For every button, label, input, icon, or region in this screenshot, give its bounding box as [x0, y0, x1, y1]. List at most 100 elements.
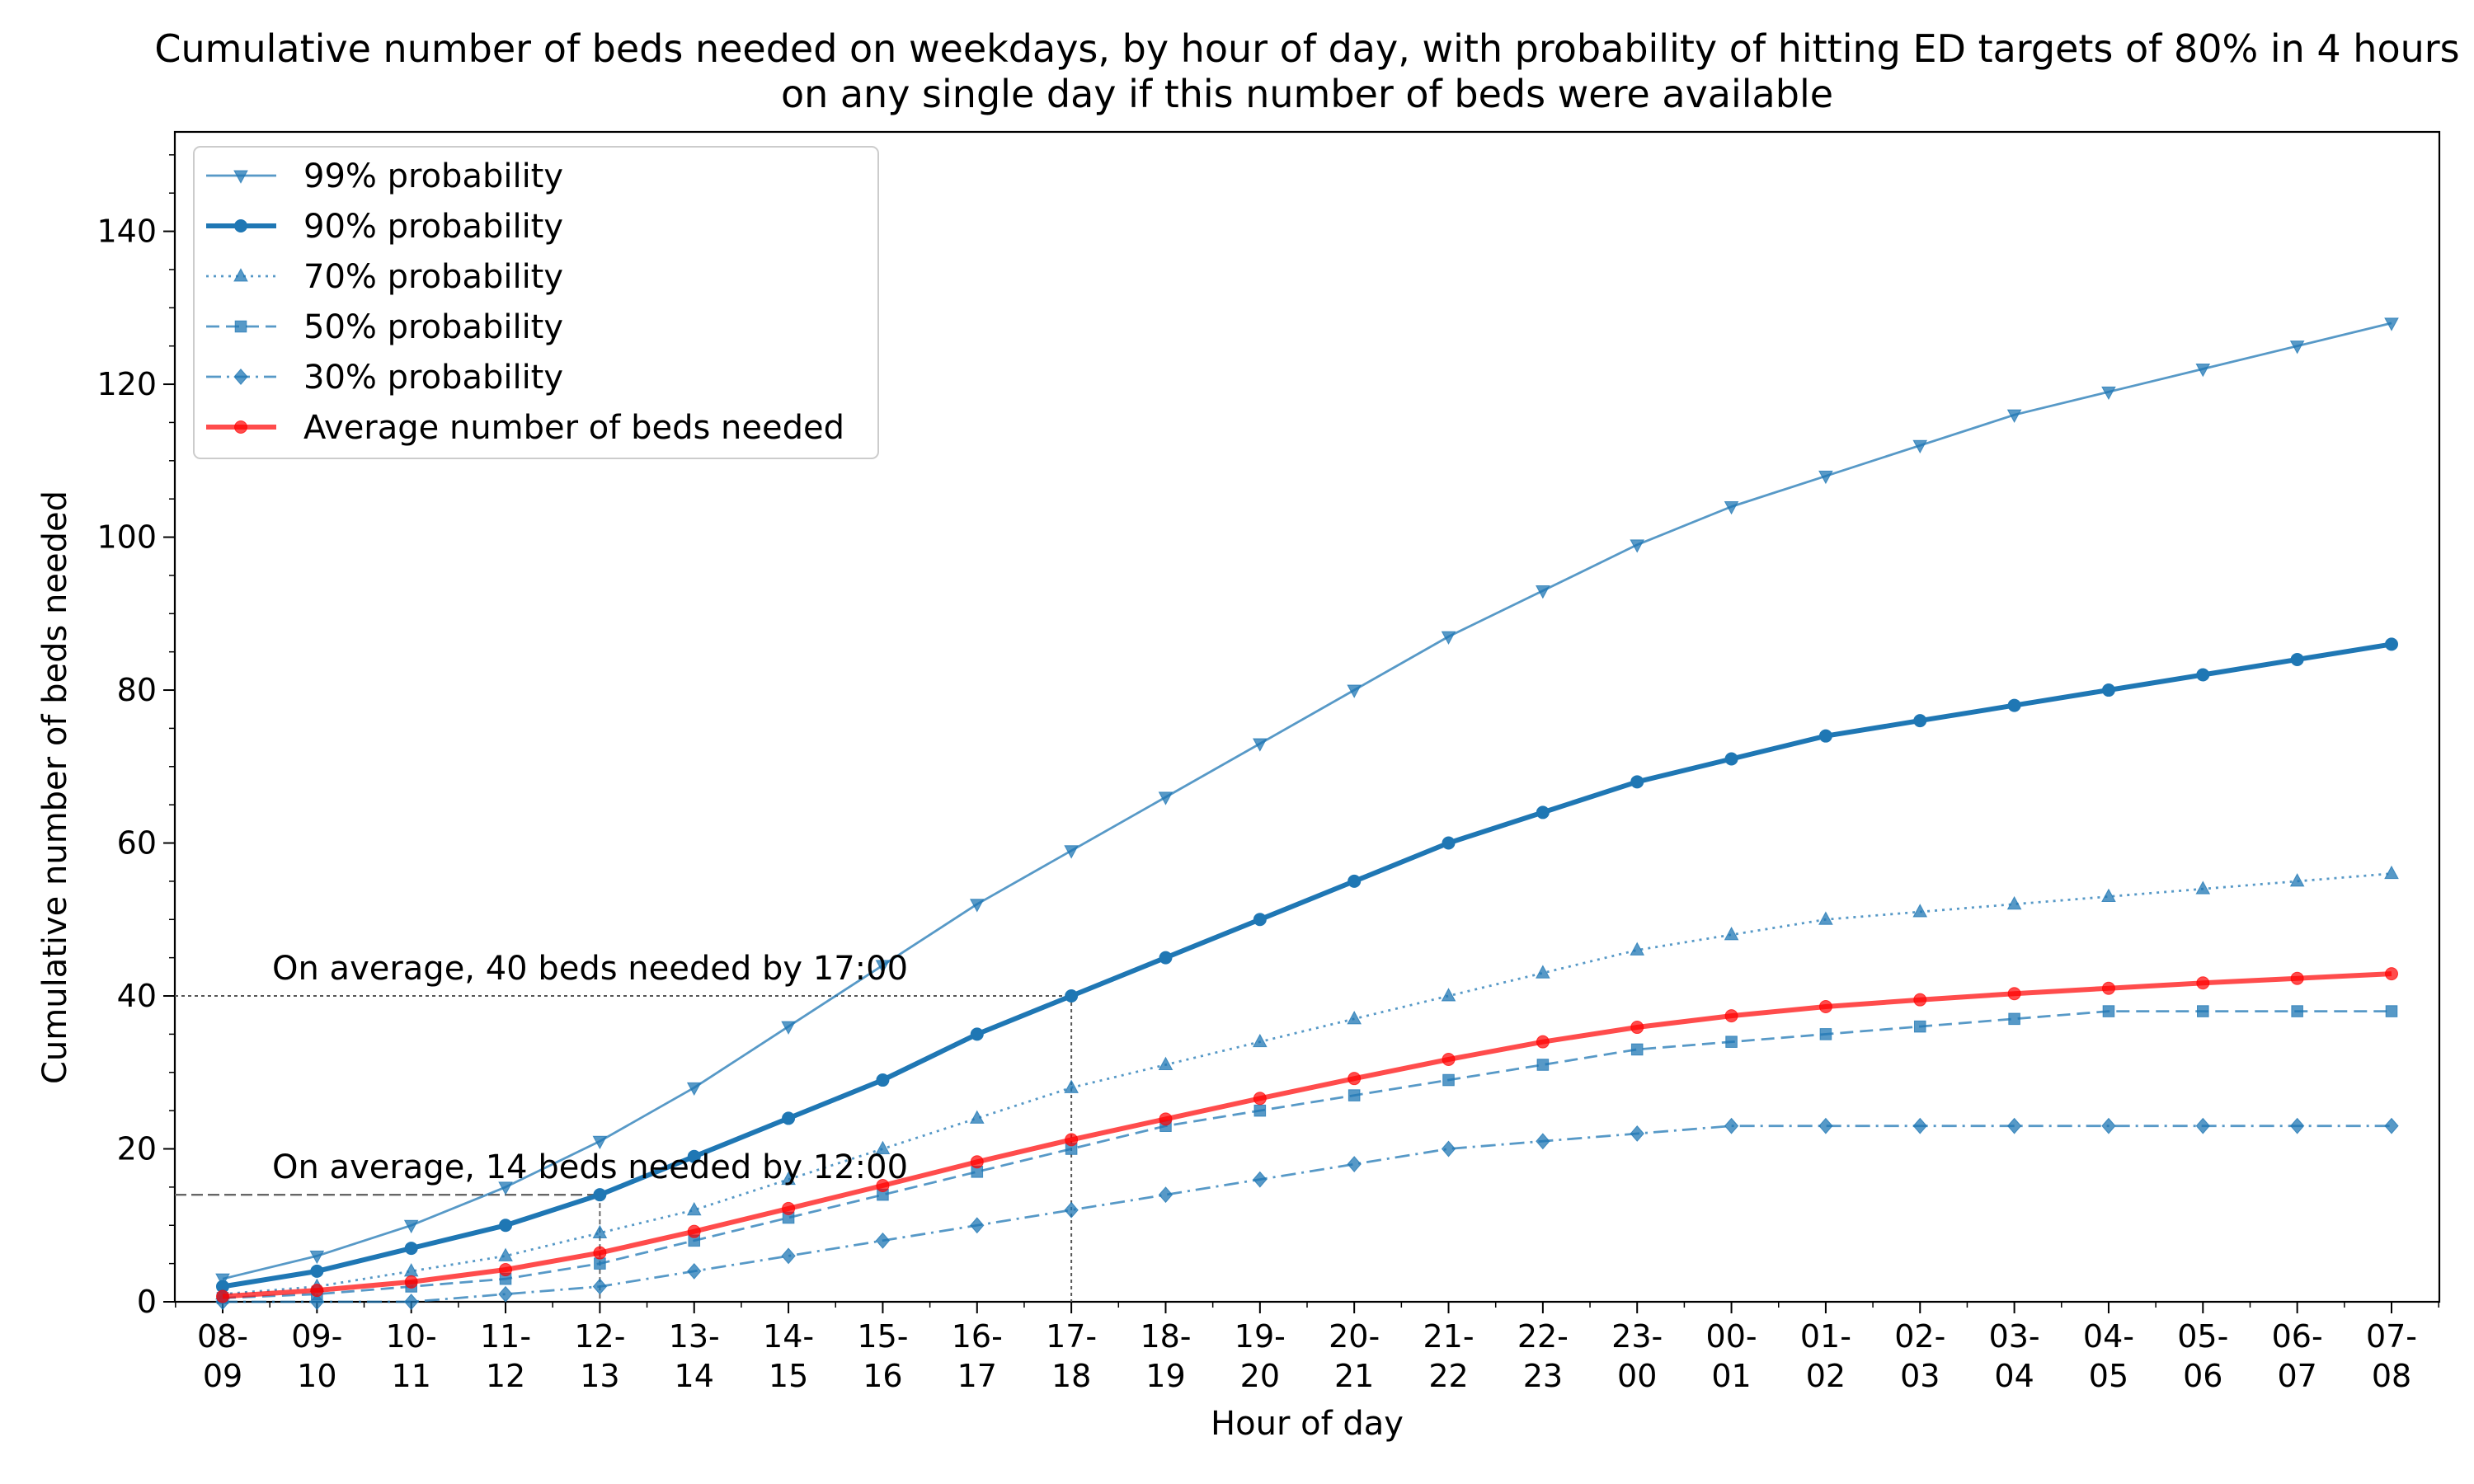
data-point	[1724, 500, 1739, 515]
data-point	[1912, 904, 1928, 918]
data-point	[1442, 836, 1456, 850]
data-point	[2385, 967, 2398, 981]
x-tick-label: 02-	[1894, 1318, 1945, 1355]
legend-item: 50% probability	[206, 308, 563, 346]
data-point	[1819, 1028, 1832, 1040]
data-point	[1630, 942, 1645, 956]
y-tick-label: 40	[117, 978, 157, 1014]
data-point	[498, 1181, 513, 1195]
x-tick-label: 08	[2372, 1358, 2411, 1394]
data-point	[1913, 993, 1927, 1007]
x-tick-label: 17-	[1046, 1318, 1097, 1355]
legend-item: 90% probability	[206, 208, 563, 246]
x-tick-label: 01-	[1800, 1318, 1851, 1355]
data-point	[2385, 1005, 2398, 1017]
data-point	[2195, 1117, 2210, 1134]
data-point	[2006, 409, 2022, 424]
data-point	[1347, 1156, 1362, 1173]
data-point	[2006, 895, 2022, 910]
data-point	[1630, 539, 1645, 553]
y-tick-label: 0	[137, 1284, 157, 1320]
data-point	[1347, 1010, 1362, 1025]
x-tick-label: 13-	[669, 1318, 720, 1355]
legend-marker	[233, 268, 248, 282]
data-point	[1252, 1033, 1268, 1048]
data-point	[2007, 698, 2021, 712]
data-point	[2289, 873, 2305, 887]
x-tick-label: 20	[1240, 1358, 1280, 1394]
data-point	[970, 1027, 984, 1041]
x-tick-label: 07-	[2366, 1318, 2417, 1355]
legend-label: 30% probability	[303, 359, 563, 397]
data-point	[1913, 714, 1927, 728]
x-tick-label: 10	[297, 1358, 336, 1394]
data-point	[1348, 1089, 1361, 1101]
x-tick-label: 14-	[763, 1318, 814, 1355]
data-point	[1725, 1036, 1738, 1048]
data-point	[1818, 729, 1832, 743]
data-point	[216, 1289, 229, 1303]
data-point	[403, 1219, 419, 1234]
data-point	[1065, 1133, 1079, 1147]
data-point	[2007, 987, 2021, 1001]
legend-marker	[234, 320, 247, 333]
chart-title: Cumulative number of beds needed on week…	[154, 26, 2459, 71]
x-tick-label: 18-	[1140, 1318, 1191, 1355]
data-point	[687, 1262, 702, 1280]
x-tick-label: 07	[2277, 1358, 2316, 1394]
data-point	[1630, 1125, 1644, 1142]
data-point	[2008, 1012, 2020, 1026]
legend-marker	[234, 420, 247, 434]
data-point	[2290, 971, 2304, 985]
x-tick-label: 09	[203, 1358, 242, 1394]
data-point	[781, 1247, 796, 1265]
data-point	[1442, 1073, 1455, 1087]
data-point	[1348, 1072, 1362, 1086]
data-point	[498, 1285, 513, 1303]
data-point	[2195, 364, 2211, 378]
data-point	[875, 960, 891, 974]
data-point	[594, 1257, 606, 1270]
x-tick-label: 03	[1900, 1358, 1940, 1394]
data-point	[2384, 317, 2399, 331]
data-point	[2101, 386, 2116, 401]
legend-item: 30% probability	[206, 359, 563, 397]
data-point	[1348, 874, 1362, 888]
series-99pct-probability	[215, 317, 2399, 1288]
series-90pct-probability	[216, 637, 2398, 1294]
y-tick-label: 140	[96, 214, 157, 250]
data-point	[1536, 1133, 1550, 1150]
data-point	[2196, 976, 2210, 990]
data-point	[876, 1179, 890, 1193]
data-point	[404, 1275, 418, 1289]
x-tick-label: 21	[1334, 1358, 1374, 1394]
data-point	[1536, 965, 1550, 979]
x-tick-label: 23	[1523, 1358, 1563, 1394]
data-point	[1912, 439, 1928, 454]
data-point	[2006, 1117, 2022, 1134]
data-point	[1158, 1186, 1174, 1204]
data-point	[1818, 1000, 1832, 1014]
data-point	[592, 1278, 608, 1295]
annotation-text: On average, 40 beds needed by 17:00	[272, 950, 908, 988]
data-point	[2102, 1005, 2115, 1017]
x-tick-label: 04-	[2083, 1318, 2134, 1355]
data-point	[687, 1224, 701, 1238]
data-point	[1065, 989, 1079, 1003]
data-point	[1064, 1201, 1079, 1219]
x-tick-label: 14	[675, 1358, 714, 1394]
data-point	[1252, 738, 1268, 752]
data-point	[686, 1201, 702, 1216]
y-tick-label: 20	[117, 1131, 157, 1167]
series-line-50pct-probability	[222, 1010, 2392, 1299]
data-point	[2290, 652, 2304, 666]
data-point	[2101, 981, 2115, 995]
data-point	[1536, 585, 1550, 599]
data-point	[1913, 1020, 1926, 1033]
data-point	[2101, 888, 2116, 902]
data-point	[781, 1021, 796, 1035]
data-point	[2197, 1005, 2209, 1017]
x-tick-label: 22	[1428, 1358, 1468, 1394]
legend-label: 50% probability	[303, 308, 563, 346]
